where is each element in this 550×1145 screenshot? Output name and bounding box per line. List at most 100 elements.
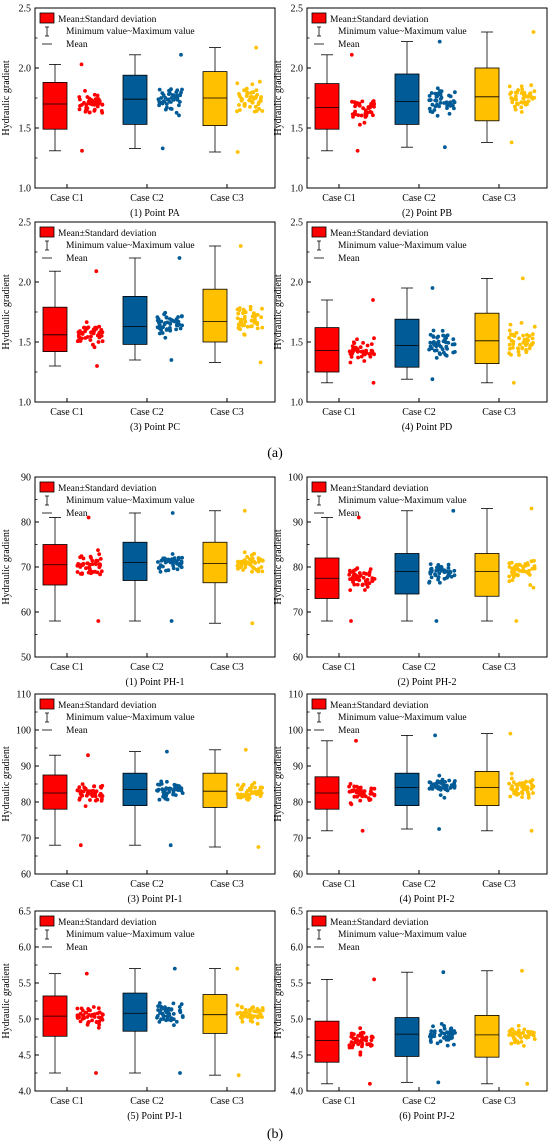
data-point xyxy=(532,324,537,329)
legend-whisker-label: Minimum value~Maximum value xyxy=(338,241,467,251)
chart-panel-8: 60 70 80 90 100 110 Hydraulic gradient Mean±Sta… xyxy=(273,690,548,905)
y-tick-label: 1.5 xyxy=(291,124,304,135)
x-tick-label: Case C1 xyxy=(322,407,356,418)
data-point xyxy=(99,1017,103,1021)
chart-panel-5: 50 60 70 80 90 Hydraulic gradient Mean±Standar… xyxy=(1,473,276,688)
data-point xyxy=(435,86,440,91)
legend-whisker-label: Minimum value~Maximum value xyxy=(66,930,195,940)
legend-box-swatch xyxy=(311,698,327,710)
data-point xyxy=(257,100,261,105)
data-point xyxy=(349,52,354,57)
data-point xyxy=(434,781,439,786)
chart-panel-3: 1.0 1.5 2.0 2.5 Hydraulic gradient Mean±Stand… xyxy=(1,218,276,433)
data-point xyxy=(244,86,249,91)
data-point xyxy=(357,578,362,583)
data-point xyxy=(92,102,97,107)
data-point xyxy=(90,562,95,566)
data-point xyxy=(446,574,450,579)
x-tick-label: Case C1 xyxy=(322,1096,356,1107)
data-point xyxy=(175,93,180,98)
data-point xyxy=(361,341,365,345)
data-point xyxy=(531,784,536,789)
y-tick-label: 80 xyxy=(21,798,31,809)
data-point xyxy=(249,791,254,796)
data-point xyxy=(523,93,527,97)
data-point xyxy=(100,1012,105,1016)
box-3 xyxy=(474,771,500,807)
data-point xyxy=(427,780,432,785)
data-point xyxy=(237,92,241,96)
data-point xyxy=(168,91,172,96)
data-point xyxy=(97,1019,102,1024)
data-point xyxy=(372,577,377,581)
data-point xyxy=(245,560,250,565)
data-point xyxy=(439,568,444,572)
y-tick-label: 4.5 xyxy=(291,1051,304,1062)
data-point xyxy=(241,782,246,787)
data-point xyxy=(436,575,441,579)
data-point xyxy=(179,559,184,564)
data-point xyxy=(524,779,528,784)
data-point xyxy=(82,325,86,330)
legend-box-swatch xyxy=(311,226,327,238)
data-point xyxy=(360,828,365,833)
data-point xyxy=(358,345,363,349)
data-point xyxy=(529,506,534,511)
data-point xyxy=(248,307,253,312)
data-point xyxy=(243,747,248,752)
data-point xyxy=(165,797,170,802)
x-tick-label: Case C2 xyxy=(130,879,164,890)
data-point xyxy=(521,569,525,574)
data-point xyxy=(100,783,105,788)
data-point xyxy=(430,286,435,290)
box-2 xyxy=(394,73,420,125)
data-point xyxy=(352,794,357,799)
data-point xyxy=(511,339,516,344)
panel-title: (5) Point PJ-1 xyxy=(127,1111,183,1122)
data-point xyxy=(443,569,448,573)
data-point xyxy=(363,1037,368,1042)
legend-box-label: Mean±Standard deviation xyxy=(330,229,429,239)
data-point xyxy=(355,148,360,153)
chart-panel-10: 4.0 4.5 5.0 5.5 6.0 6.5 Hydraulic gradient Mean… xyxy=(273,907,548,1122)
data-point xyxy=(176,315,181,319)
data-point xyxy=(448,94,453,99)
x-tick-label: Case C2 xyxy=(130,662,164,673)
data-point xyxy=(94,559,99,564)
data-point xyxy=(238,320,243,325)
data-point xyxy=(521,333,525,338)
data-point xyxy=(519,84,524,89)
data-point xyxy=(249,324,253,329)
data-point xyxy=(156,1004,161,1008)
data-point xyxy=(163,107,168,112)
data-point xyxy=(453,90,457,95)
legend-box-swatch xyxy=(39,226,55,238)
data-point xyxy=(520,790,524,794)
data-point xyxy=(235,563,240,568)
data-point xyxy=(250,621,255,626)
data-point xyxy=(160,91,165,95)
data-point xyxy=(368,792,373,796)
data-point xyxy=(451,337,456,342)
data-point xyxy=(91,789,96,794)
data-point xyxy=(238,108,242,112)
data-point xyxy=(174,327,179,332)
legend-box-label: Mean±Standard deviation xyxy=(58,484,157,494)
y-axis-label: Hydraulic gradient xyxy=(273,529,284,604)
data-point xyxy=(441,970,446,975)
data-point xyxy=(438,97,443,101)
data-point xyxy=(509,1027,514,1032)
data-point xyxy=(509,786,514,791)
data-point xyxy=(444,344,449,349)
data-point xyxy=(236,1073,241,1078)
data-point xyxy=(171,563,176,568)
data-point xyxy=(171,1001,176,1006)
data-point xyxy=(429,1040,433,1044)
data-point xyxy=(372,102,377,106)
data-point xyxy=(92,1012,97,1016)
data-point xyxy=(157,1001,162,1005)
data-point xyxy=(442,337,447,342)
data-point xyxy=(452,573,457,578)
data-point xyxy=(356,102,361,106)
